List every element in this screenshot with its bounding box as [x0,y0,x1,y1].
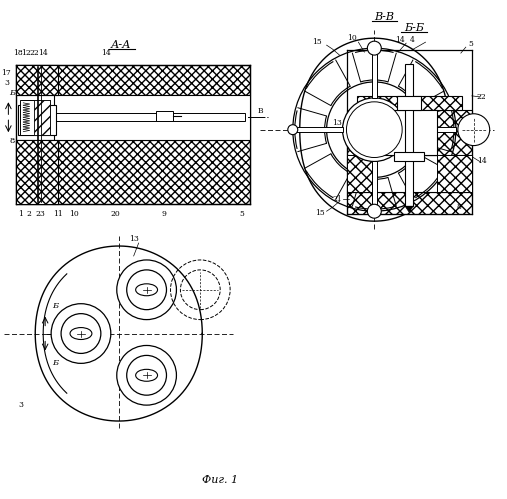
Bar [16,140,58,204]
Circle shape [346,102,402,158]
Text: 4: 4 [410,36,415,44]
Text: 8: 8 [456,203,461,211]
Circle shape [288,125,298,135]
Bar [20,100,50,135]
Text: 10: 10 [69,210,79,218]
Bar [16,140,250,204]
Text: 2: 2 [27,210,32,218]
Text: 3: 3 [4,79,9,87]
Bar [54,113,245,121]
Text: 22: 22 [477,93,487,101]
Bar [54,95,250,140]
Text: 8: 8 [10,137,15,145]
Bar [16,65,58,95]
Bar [397,96,421,110]
Circle shape [117,345,176,405]
Bar [357,96,462,110]
Bar [347,155,375,192]
Bar [293,127,343,132]
Text: 5: 5 [240,210,244,218]
Text: 15: 15 [315,209,324,217]
Text: 18: 18 [14,49,23,57]
Circle shape [51,304,111,363]
Text: 14: 14 [395,36,405,44]
Text: 22: 22 [29,49,39,57]
Text: 14: 14 [39,49,48,57]
Text: Б: Б [52,302,58,310]
Text: 3: 3 [19,401,24,409]
Text: 23: 23 [35,210,45,218]
Text: 9: 9 [161,210,166,218]
Text: 13: 13 [333,119,342,127]
Bar [406,127,456,132]
Circle shape [61,314,101,353]
Text: 5: 5 [468,40,473,48]
Circle shape [368,41,381,55]
Ellipse shape [70,327,92,339]
Text: 15: 15 [312,38,321,46]
Text: 21: 21 [333,195,342,203]
Text: 1: 1 [18,210,23,218]
Text: 17: 17 [2,69,11,77]
Bar [437,155,472,192]
Bar [156,111,173,121]
Circle shape [127,355,166,395]
Text: 20: 20 [111,210,121,218]
Bar [18,105,56,135]
Bar [347,110,472,155]
Bar [34,100,50,135]
Text: B: B [257,107,263,115]
Bar [372,48,377,98]
Ellipse shape [136,369,158,381]
Circle shape [368,204,381,218]
Text: 11: 11 [53,210,63,218]
Circle shape [458,114,490,146]
Text: Б: Б [52,359,58,367]
Bar [405,64,413,206]
Text: 14: 14 [477,158,487,166]
Bar [347,155,472,192]
Circle shape [127,270,166,310]
Polygon shape [405,206,413,212]
Bar [347,192,472,214]
Text: 10: 10 [348,34,357,42]
Bar [375,110,437,155]
Text: Б-Б: Б-Б [404,23,424,33]
Text: 13: 13 [129,235,138,243]
Text: Фиг. 1: Фиг. 1 [202,475,238,485]
Bar [16,65,250,95]
Bar [394,152,424,162]
Bar [372,162,377,211]
Circle shape [343,98,406,162]
Text: В-В: В-В [374,12,394,22]
Text: Б: Б [9,89,15,97]
Text: 14: 14 [101,49,111,57]
Circle shape [117,260,176,319]
Text: А-А: А-А [111,40,131,50]
Text: 12: 12 [21,49,31,57]
Ellipse shape [136,284,158,296]
